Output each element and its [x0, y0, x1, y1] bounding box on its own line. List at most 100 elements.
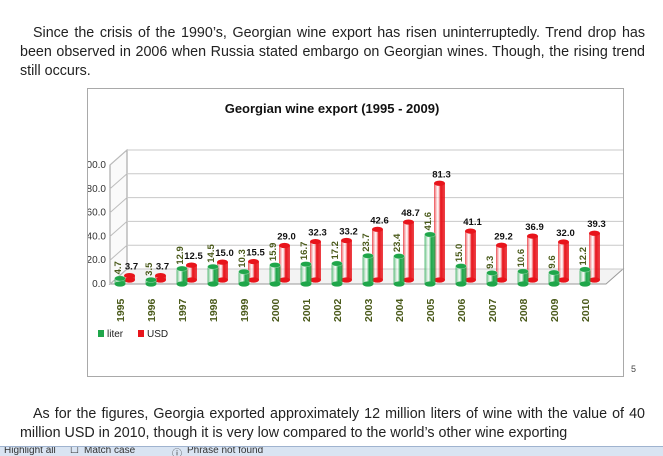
bar-liter	[393, 253, 405, 287]
x-tick-label: 2005	[425, 298, 437, 322]
bar-usd	[558, 239, 569, 283]
bar-liter	[579, 266, 591, 287]
find-status: Phrase not found	[187, 446, 264, 456]
bar-liter-cap	[114, 275, 126, 282]
bar-usd	[341, 237, 352, 283]
value-label-usd: 42.6	[370, 215, 389, 226]
bar-liter	[455, 263, 467, 287]
value-label-liter: 3.5	[144, 262, 155, 276]
page-marker: 5	[631, 364, 637, 374]
value-label-liter: 17.2	[330, 241, 341, 259]
bar-usd-body	[589, 233, 600, 280]
bar-usd	[589, 230, 600, 283]
y-tick-label: 100.0	[88, 160, 106, 171]
bar-usd-cap	[155, 272, 166, 279]
legend-label-usd: USD	[147, 329, 168, 340]
bar-liter-base	[424, 281, 436, 287]
bar-usd-body	[341, 240, 352, 280]
value-label-usd: 3.7	[156, 262, 169, 273]
value-label-liter: 14.5	[206, 244, 217, 263]
bar-usd	[403, 219, 414, 283]
y-tick-label: 80.0	[88, 184, 106, 195]
bar-liter-cap	[486, 270, 498, 276]
bar-liter	[362, 252, 374, 287]
bar-usd-body	[465, 231, 476, 280]
find-bar: Highlight all ☐ Match case ⓘ Phrase not …	[0, 446, 663, 456]
bar-usd-base	[434, 277, 445, 283]
bar-usd	[310, 238, 321, 283]
bar-liter	[300, 261, 312, 287]
bar-liter	[176, 265, 188, 287]
value-label-usd: 36.9	[525, 222, 544, 233]
value-label-usd: 29.0	[277, 231, 296, 242]
x-tick-label: 1998	[208, 298, 220, 322]
match-case-checkbox[interactable]: ☐	[70, 446, 79, 456]
value-label-usd: 3.7	[125, 262, 138, 273]
bar-liter-cap	[331, 260, 343, 267]
bar-liter	[548, 269, 560, 287]
bar-usd-base	[124, 277, 135, 283]
bar-usd	[217, 259, 228, 283]
bar-liter-base	[393, 281, 405, 287]
value-label-liter: 41.6	[423, 212, 434, 231]
bar-liter-base	[176, 281, 188, 287]
bar-liter	[331, 260, 343, 287]
value-label-liter: 12.2	[578, 247, 589, 266]
value-label-liter: 9.3	[485, 256, 496, 269]
x-tick-label: 2009	[549, 298, 561, 322]
bar-liter	[114, 275, 126, 287]
bar-liter-body	[269, 265, 281, 284]
bar-usd-body	[248, 261, 259, 280]
bar-usd	[155, 272, 166, 283]
bar-liter-cap	[269, 262, 281, 268]
legend-swatch-liter	[98, 330, 104, 337]
bar-liter-base	[331, 281, 343, 287]
bar-usd-cap	[248, 258, 259, 265]
x-tick-label: 1996	[146, 298, 158, 322]
bar-liter	[424, 231, 436, 287]
value-label-usd: 32.3	[308, 228, 327, 239]
bar-liter-body	[331, 263, 343, 284]
bar-usd-base	[186, 277, 197, 283]
bar-liter-base	[238, 281, 250, 287]
bar-usd	[465, 228, 476, 283]
bar-usd-base	[217, 277, 228, 283]
bar-liter	[207, 263, 219, 287]
bar-liter-body	[486, 272, 498, 284]
bar-liter-body	[393, 256, 405, 284]
bar-liter-cap	[424, 231, 436, 238]
bar-liter-cap	[517, 268, 529, 275]
bar-usd-base	[496, 277, 507, 283]
x-tick-label: 1995	[115, 298, 127, 322]
bar-liter-cap	[455, 263, 467, 270]
value-label-liter: 15.9	[268, 243, 279, 261]
bar-usd-base	[279, 277, 290, 283]
bar-usd	[186, 262, 197, 283]
value-label-liter: 9.6	[547, 255, 558, 268]
bar-usd-cap	[341, 237, 352, 244]
info-icon: ⓘ	[172, 449, 182, 456]
bar-liter	[145, 276, 157, 287]
bar-liter-cap	[176, 265, 188, 272]
bar-usd	[248, 258, 259, 283]
bar-liter-base	[300, 281, 312, 287]
bar-usd-base	[589, 277, 600, 283]
value-label-usd: 39.3	[587, 219, 606, 230]
bar-usd	[372, 226, 383, 283]
bar-liter-base	[362, 281, 374, 287]
bar-usd-base	[248, 277, 259, 283]
value-label-usd: 29.2	[494, 231, 513, 242]
match-case-label: Match case	[84, 446, 136, 456]
bar-usd-base	[372, 277, 383, 283]
x-tick-label: 2008	[518, 298, 530, 322]
value-label-usd: 48.7	[401, 208, 420, 219]
bar-liter-cap	[393, 253, 405, 260]
bar-usd-cap	[186, 262, 197, 268]
bar-liter-cap	[145, 276, 157, 283]
bar-usd	[496, 242, 507, 283]
highlight-all-button[interactable]: Highlight all	[4, 446, 56, 456]
bar-usd-body	[279, 245, 290, 280]
wine-export-chart: 100.0 80.0 60.0 40.0 20.0 0.0 Georgian wine ex…	[88, 101, 625, 340]
bar-liter-base	[114, 281, 126, 287]
x-tick-label: 2007	[487, 298, 499, 322]
